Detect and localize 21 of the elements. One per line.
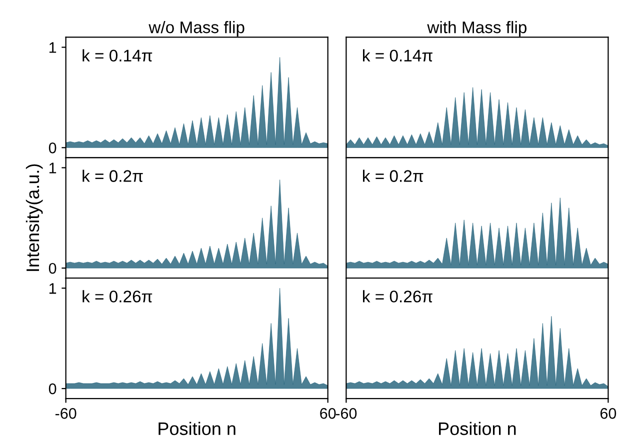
x-tick-label: -60	[336, 408, 357, 419]
y-axis-title: Intensity(a.u.)	[26, 164, 43, 271]
x-tick-label: -60	[55, 408, 76, 419]
x-axis-title: Position n	[439, 422, 516, 436]
y-tick-label: 1	[49, 283, 56, 294]
y-tick-label: 1	[49, 42, 56, 53]
annotation: k = 0.2π	[82, 170, 143, 182]
annotation: k = 0.26π	[363, 290, 432, 302]
chart-title: w/o Mass flip	[148, 20, 244, 37]
x-axis-title: Position n	[158, 422, 236, 436]
x-tick-label: 60	[600, 408, 616, 419]
annotation: k = 0.26π	[82, 290, 152, 302]
annotation: k = 0.14π	[363, 49, 432, 62]
annotation: k = 0.14π	[82, 49, 152, 62]
chart-title: with Mass flip	[427, 20, 526, 37]
y-tick-label: 0	[48, 142, 56, 154]
x-tick-label: 60	[320, 408, 336, 419]
y-tick-label: 0	[48, 383, 56, 394]
annotation: k = 0.2π	[363, 170, 424, 182]
y-tick-label: 0	[48, 262, 56, 274]
y-tick-label: 1	[49, 162, 56, 174]
